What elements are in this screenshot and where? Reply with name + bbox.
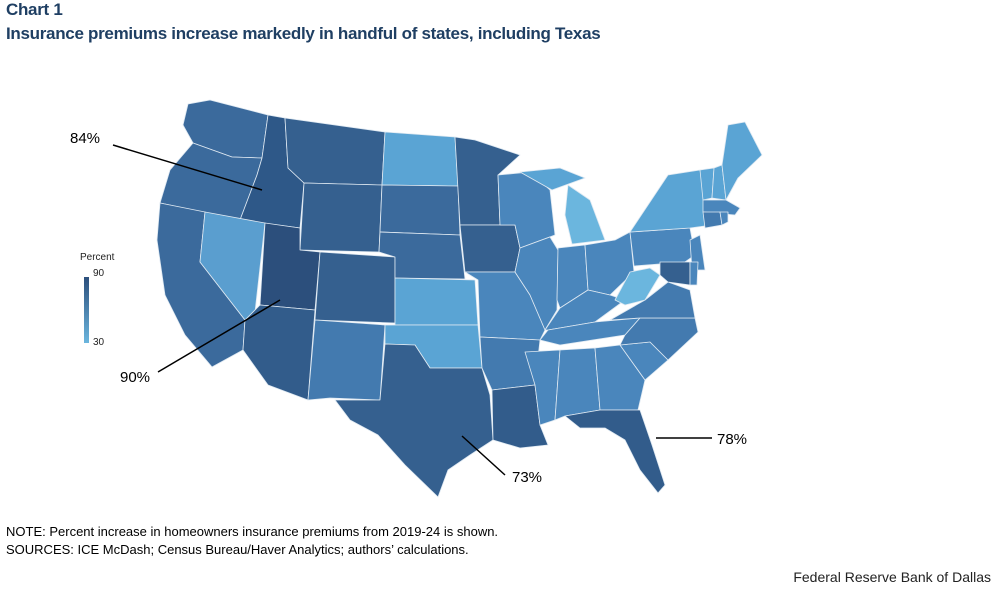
state-kansas	[394, 277, 479, 326]
state-mississippi	[524, 349, 561, 426]
callout-texas: 73%	[512, 469, 543, 486]
legend-title: Percent	[80, 252, 115, 263]
state-north-dakota	[381, 131, 459, 187]
state-alabama	[554, 347, 601, 421]
state-pennsylvania	[629, 227, 696, 267]
state-maryland	[659, 261, 691, 286]
state-colorado	[314, 251, 396, 324]
state-georgia	[594, 344, 646, 411]
state-iowa	[459, 224, 521, 273]
chart-number: Chart 1	[6, 0, 63, 19]
state-texas	[334, 343, 494, 498]
callout-idaho: 84%	[70, 130, 101, 147]
leader-line-texas	[461, 435, 506, 476]
state-massachusetts	[702, 199, 741, 216]
state-florida	[564, 409, 666, 494]
note-text: NOTE: Percent increase in homeowners ins…	[6, 524, 499, 539]
callout-florida: 78%	[717, 431, 748, 448]
state-new-york	[629, 169, 713, 233]
state-montana	[284, 117, 386, 186]
state-wyoming	[299, 182, 383, 253]
state-illinois	[514, 236, 559, 331]
state-michigan-lower	[564, 184, 606, 245]
chart-title: Insurance premiums increase markedly in …	[6, 24, 601, 43]
legend-color-bar	[84, 277, 89, 343]
sources-text: SOURCES: ICE McDash; Census Bureau/Haver…	[6, 542, 469, 557]
state-michigan-upper	[519, 167, 586, 191]
state-new-mexico	[307, 319, 386, 401]
callout-utah: 90%	[120, 369, 151, 386]
legend-max-label: 90	[93, 268, 105, 279]
state-delaware	[689, 261, 699, 286]
state-arizona	[242, 304, 316, 401]
leader-line-utah	[157, 299, 281, 373]
footer-credit: Federal Reserve Bank of Dallas	[793, 569, 991, 585]
leader-line-idaho	[112, 144, 263, 191]
state-south-dakota	[379, 184, 461, 236]
legend-min-label: 30	[93, 337, 105, 348]
state-connecticut	[702, 211, 723, 229]
state-new-jersey	[689, 234, 706, 271]
state-rhode-island	[719, 211, 729, 226]
state-maine	[721, 121, 763, 201]
